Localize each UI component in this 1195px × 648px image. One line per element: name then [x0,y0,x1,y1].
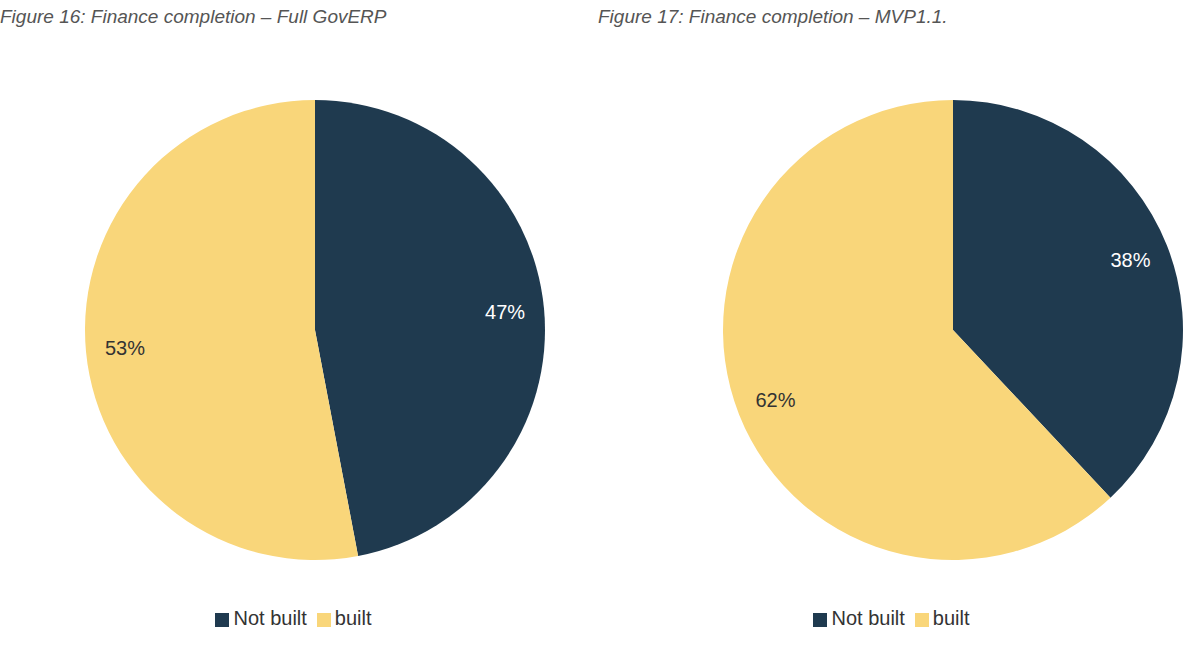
html-text:built: built [932,607,970,629]
svg-text:38%: 38% [1110,249,1150,271]
html-text:built: built [334,607,372,629]
html-text:Figure 17: Finance completion: Figure 17: Finance completion – MVP1.1. [598,6,948,27]
svg-text:62%: 62% [755,389,795,411]
svg-text:47%: 47% [485,301,525,323]
html-text:Figure 16: Finance completion: Figure 16: Finance completion – Full Gov… [0,6,387,27]
html-text:Not built: Not built [831,607,905,629]
html-text:Not built: Not built [233,607,307,629]
svg-text:53%: 53% [105,337,145,359]
